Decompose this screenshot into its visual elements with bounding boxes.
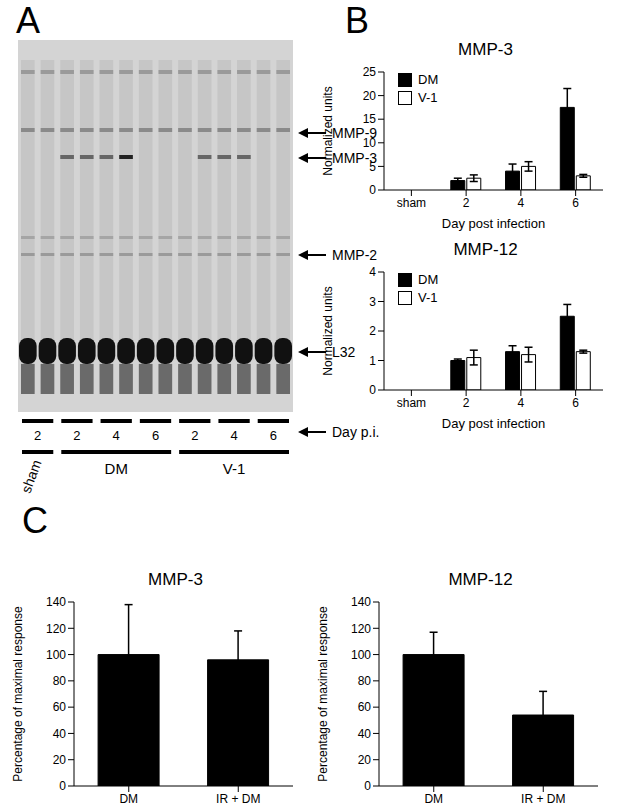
svg-text:6: 6 [270,428,277,443]
svg-text:sham: sham [397,196,426,210]
svg-text:sham: sham [397,396,426,410]
svg-text:MMP-9: MMP-9 [332,125,378,141]
svg-text:6: 6 [152,428,159,443]
svg-text:0: 0 [369,183,376,197]
svg-text:L32: L32 [332,344,356,360]
svg-text:0: 0 [364,779,371,793]
svg-text:Day post infection: Day post infection [442,416,545,431]
html-text:MMP-12: MMP-12 [453,240,518,259]
html-text:A: A [16,0,40,41]
svg-text:10: 10 [363,136,377,150]
html-text:V-1: V-1 [418,290,438,305]
svg-text:120: 120 [46,622,66,636]
html-text:MMP-3: MMP-3 [458,40,513,59]
svg-text:5: 5 [369,160,376,174]
svg-text:2: 2 [369,324,376,338]
svg-text:4: 4 [369,265,376,279]
svg-text:0: 0 [369,383,376,397]
html-text:V-1: V-1 [418,90,438,105]
svg-text:Percentage of maximal response: Percentage of maximal response [11,606,25,782]
svg-text:4: 4 [230,428,237,443]
svg-text:Normalized units: Normalized units [321,86,335,175]
svg-text:20: 20 [53,753,67,767]
svg-text:20: 20 [363,89,377,103]
svg-text:6: 6 [572,396,579,410]
svg-text:120: 120 [351,622,371,636]
svg-text:15: 15 [363,112,377,126]
svg-text:1: 1 [369,354,376,368]
svg-text:3: 3 [369,295,376,309]
svg-text:40: 40 [53,727,67,741]
svg-text:Normalized units: Normalized units [321,286,335,375]
svg-text:2: 2 [463,196,470,210]
html-text:DM: DM [418,72,439,87]
html-text:MMP-3: MMP-3 [148,570,203,589]
svg-text:IR + DM: IR + DM [521,792,565,806]
svg-text:140: 140 [351,595,371,609]
svg-text:140: 140 [46,595,66,609]
svg-text:4: 4 [518,196,525,210]
svg-text:2: 2 [73,428,80,443]
svg-text:25: 25 [363,65,377,79]
html-text:DM: DM [418,272,439,287]
svg-text:sham: sham [18,458,45,496]
svg-text:100: 100 [46,648,66,662]
svg-text:20: 20 [358,753,372,767]
svg-text:100: 100 [351,648,371,662]
svg-text:2: 2 [191,428,198,443]
svg-text:IR + DM: IR + DM [216,792,260,806]
html-text:MMP-12: MMP-12 [448,570,513,589]
svg-text:2: 2 [463,396,470,410]
svg-text:4: 4 [113,428,120,443]
svg-text:DM: DM [105,460,128,477]
html-text:B: B [345,0,369,41]
svg-text:Percentage of maximal response: Percentage of maximal response [316,606,330,782]
html-text:C: C [22,500,48,541]
svg-text:DM: DM [424,792,443,806]
svg-text:MMP-2: MMP-2 [332,247,377,263]
svg-text:40: 40 [358,727,372,741]
svg-text:6: 6 [572,196,579,210]
svg-text:Day p.i.: Day p.i. [332,424,379,440]
svg-text:60: 60 [358,700,372,714]
svg-text:0: 0 [59,779,66,793]
svg-text:2: 2 [34,428,41,443]
svg-text:80: 80 [53,674,67,688]
svg-text:60: 60 [53,700,67,714]
svg-text:4: 4 [518,396,525,410]
svg-text:MMP-3: MMP-3 [332,150,378,166]
svg-text:V-1: V-1 [223,460,246,477]
svg-text:Day post infection: Day post infection [442,216,545,231]
svg-text:80: 80 [358,674,372,688]
svg-text:DM: DM [119,792,138,806]
